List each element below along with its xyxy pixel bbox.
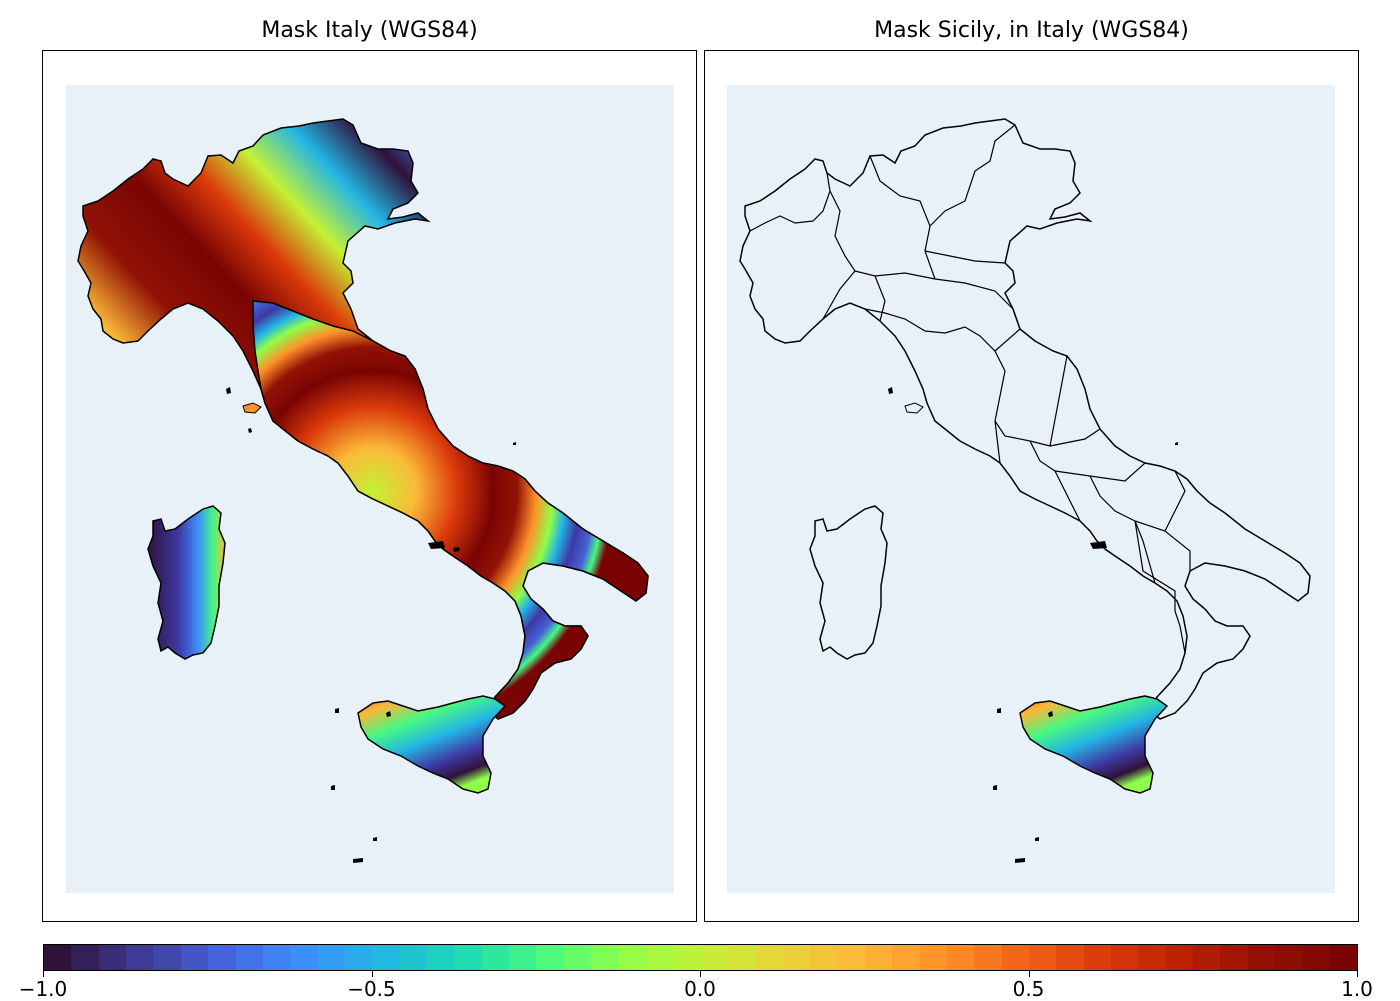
- small-island: [1175, 442, 1178, 445]
- colorbar-segment: [837, 945, 865, 970]
- colorbar-segment: [563, 945, 592, 970]
- elba-island: [242, 402, 262, 414]
- colorbar-segment: [1165, 945, 1194, 970]
- colorbar-segment: [71, 945, 99, 970]
- colorbar-segment: [946, 945, 975, 970]
- colorbar-tick-label: 0.5: [1012, 977, 1045, 1001]
- colorbar-segment: [591, 945, 619, 970]
- sicily: [357, 695, 507, 794]
- colorbar-segment: [618, 945, 646, 970]
- colorbar-tick-label: −0.5: [347, 977, 396, 1001]
- colorbar-segment: [782, 945, 811, 970]
- colorbar-segment: [509, 945, 537, 970]
- colorbar-segment: [1302, 945, 1330, 970]
- colorbar-segment: [44, 945, 72, 970]
- colorbar-tick-label: −1.0: [18, 977, 68, 1001]
- colorbar-segment: [1275, 945, 1303, 970]
- colorbar-segment: [454, 945, 482, 970]
- colorbar-segment: [1329, 945, 1358, 970]
- colorbar: [43, 944, 1358, 971]
- colorbar-segment: [700, 945, 728, 970]
- colorbar-segment: [372, 945, 400, 970]
- small-island: [226, 387, 231, 394]
- colorbar-segment: [399, 945, 428, 970]
- sicily: [1019, 695, 1169, 794]
- sardinia-outline: [809, 505, 888, 660]
- right-map-panel: [704, 50, 1359, 922]
- colorbar-segment: [727, 945, 756, 970]
- small-island: [373, 837, 377, 841]
- colorbar-segment: [481, 945, 510, 970]
- colorbar-segment: [153, 945, 181, 970]
- small-island: [335, 708, 339, 713]
- small-island: [386, 711, 391, 717]
- small-island: [353, 858, 363, 863]
- colorbar-segment: [1111, 945, 1139, 970]
- colorbar-segment: [810, 945, 838, 970]
- small-island: [1048, 711, 1053, 717]
- small-island: [993, 785, 997, 790]
- elba-island: [904, 402, 924, 414]
- colorbar-segment: [645, 945, 674, 970]
- small-island: [248, 428, 252, 433]
- ocean-extent: [727, 85, 1335, 893]
- colorbar-segment: [536, 945, 564, 970]
- colorbar-segment: [427, 945, 455, 970]
- small-island: [428, 541, 445, 549]
- colorbar-tick: [43, 971, 44, 977]
- colorbar-tick: [371, 971, 373, 977]
- colorbar-segment: [1028, 945, 1057, 970]
- colorbar-segment: [919, 945, 947, 970]
- colorbar-segment: [290, 945, 318, 970]
- colorbar-tick: [1028, 971, 1030, 977]
- left-map-panel: [42, 50, 697, 922]
- colorbar-segment: [235, 945, 263, 970]
- small-island: [453, 547, 460, 552]
- colorbar-tick-label: 1.0: [1341, 977, 1373, 1001]
- colorbar-segment: [1138, 945, 1166, 970]
- small-island: [888, 387, 893, 394]
- left-panel-title: Mask Italy (WGS84): [261, 18, 478, 43]
- italy-mainland-outline: [739, 118, 1311, 720]
- italy-mask-map: [66, 85, 674, 893]
- sicily-mask-map: [727, 85, 1335, 893]
- colorbar-segment: [262, 945, 291, 970]
- colorbar-segment: [317, 945, 345, 970]
- colorbar-segment: [1193, 945, 1221, 970]
- colorbar-segment: [1083, 945, 1112, 970]
- colorbar-tick: [700, 971, 701, 977]
- colorbar-segment: [974, 945, 1002, 970]
- colorbar-segment: [126, 945, 154, 970]
- colorbar-segment: [1220, 945, 1248, 970]
- small-island: [997, 708, 1001, 713]
- colorbar-segment: [208, 945, 236, 970]
- colorbar-segment: [1247, 945, 1276, 970]
- colorbar-tick-label: 0.0: [684, 977, 716, 1001]
- region-borders: [749, 124, 1191, 654]
- small-island: [1035, 837, 1039, 841]
- small-island: [513, 442, 516, 445]
- colorbar-segment: [892, 945, 920, 970]
- sardinia: [147, 505, 226, 660]
- colorbar-tick: [1357, 971, 1358, 977]
- colorbar-segment: [1056, 945, 1084, 970]
- italy-central-south: [252, 300, 649, 720]
- small-island: [1090, 541, 1107, 549]
- colorbar-segment: [98, 945, 127, 970]
- right-panel-title: Mask Sicily, in Italy (WGS84): [874, 18, 1189, 43]
- colorbar-segment: [864, 945, 893, 970]
- colorbar-segment: [180, 945, 209, 970]
- colorbar-segment: [673, 945, 701, 970]
- colorbar-segment: [755, 945, 783, 970]
- small-island: [1015, 858, 1025, 863]
- colorbar-segment: [1001, 945, 1029, 970]
- small-island: [331, 785, 335, 790]
- colorbar-segment: [344, 945, 373, 970]
